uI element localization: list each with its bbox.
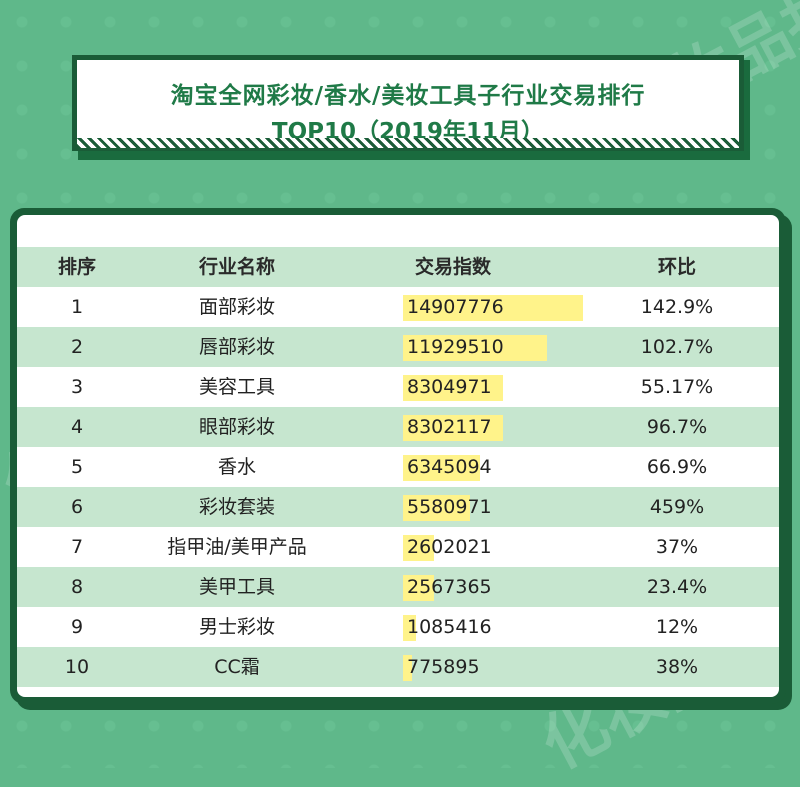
mom-cell: 142.9% — [640, 296, 714, 318]
value-label: 2567365 — [407, 576, 492, 598]
table-row: 7 指甲油/美甲产品 2602021 37% — [17, 527, 779, 567]
mom-cell: 37% — [655, 536, 699, 558]
category-name-cell: 面部彩妆 — [198, 296, 275, 318]
rank-cell: 3 — [70, 376, 84, 398]
rank-cell: 1 — [70, 296, 84, 318]
page-title: 淘宝全网彩妆/香水/美妆工具子行业交易排行 — [170, 83, 646, 109]
category-name-cell: 男士彩妆 — [198, 616, 275, 638]
header-rank: 排序 — [57, 256, 96, 278]
mom-cell: 102.7% — [640, 336, 714, 358]
table-row: 6 彩妆套装 5580971 459% — [17, 487, 779, 527]
table-card: 排序 行业名称 交易指数 环比 1 面部彩妆 14907776 142.9% 2 唇部彩妆… — [10, 208, 786, 704]
ranking-table: 排序 行业名称 交易指数 环比 1 面部彩妆 14907776 142.9% 2 唇部彩妆… — [17, 215, 779, 697]
table-row: 3 美容工具 8304971 55.17% — [17, 367, 779, 407]
value-bar — [403, 535, 434, 561]
rank-cell: 7 — [70, 536, 84, 558]
rank-cell: 6 — [70, 496, 84, 518]
value-bar — [403, 295, 583, 321]
category-name-cell: 香水 — [217, 456, 256, 478]
mom-cell: 96.7% — [646, 416, 708, 438]
value-bar — [403, 495, 470, 521]
rank-cell: 10 — [64, 656, 90, 678]
value-label: 6345094 — [407, 456, 492, 478]
mom-cell: 12% — [655, 616, 699, 638]
table-row: 2 唇部彩妆 11929510 102.7% — [17, 327, 779, 367]
rank-cell: 8 — [70, 576, 84, 598]
category-name-cell: 彩妆套装 — [198, 496, 275, 518]
table-row: 8 美甲工具 2567365 23.4% — [17, 567, 779, 607]
value-label: 8304971 — [407, 376, 492, 398]
mom-cell: 55.17% — [640, 376, 714, 398]
rank-cell: 2 — [70, 336, 84, 358]
category-name-cell: CC霜 — [214, 656, 260, 678]
value-label: 8302117 — [407, 416, 492, 438]
rank-cell: 9 — [70, 616, 84, 638]
value-bar — [403, 575, 434, 601]
value-bar — [403, 335, 547, 361]
header-value: 交易指数 — [415, 256, 492, 278]
value-bar — [403, 655, 412, 681]
title-banner: 淘宝全网彩妆/香水/美妆工具子行业交易排行 TOP10（2019年11月） — [72, 55, 744, 151]
value-label: 5580971 — [407, 496, 492, 518]
table-row: 4 眼部彩妆 8302117 96.7% — [17, 407, 779, 447]
table-row: 10 CC霜 775895 38% — [17, 647, 779, 687]
rank-cell: 4 — [70, 416, 84, 438]
category-name-cell: 唇部彩妆 — [198, 336, 275, 358]
table-header-row: 排序 行业名称 交易指数 环比 — [17, 247, 779, 287]
value-label: 1085416 — [407, 616, 492, 638]
rank-cell: 5 — [70, 456, 84, 478]
value-label: 14907776 — [407, 296, 504, 318]
category-name-cell: 美甲工具 — [198, 576, 275, 598]
value-label: 2602021 — [407, 536, 492, 558]
category-name-cell: 眼部彩妆 — [198, 416, 275, 438]
table-row: 5 香水 6345094 66.9% — [17, 447, 779, 487]
mom-cell: 459% — [649, 496, 705, 518]
table-row: 9 男士彩妆 1085416 12% — [17, 607, 779, 647]
value-label: 11929510 — [407, 336, 504, 358]
mom-cell: 23.4% — [646, 576, 708, 598]
mom-cell: 38% — [655, 656, 699, 678]
value-bar — [403, 375, 503, 401]
header-mom: 环比 — [657, 256, 696, 278]
value-bar — [403, 415, 503, 441]
header-name: 行业名称 — [198, 256, 275, 278]
value-bar — [403, 615, 416, 641]
mom-cell: 66.9% — [646, 456, 708, 478]
value-label: 775895 — [407, 656, 480, 678]
table-row: 1 面部彩妆 14907776 142.9% — [17, 287, 779, 327]
category-name-cell: 指甲油/美甲产品 — [167, 536, 307, 558]
title-stripe-decoration — [77, 138, 739, 148]
value-bar — [403, 455, 480, 481]
category-name-cell: 美容工具 — [198, 376, 275, 398]
